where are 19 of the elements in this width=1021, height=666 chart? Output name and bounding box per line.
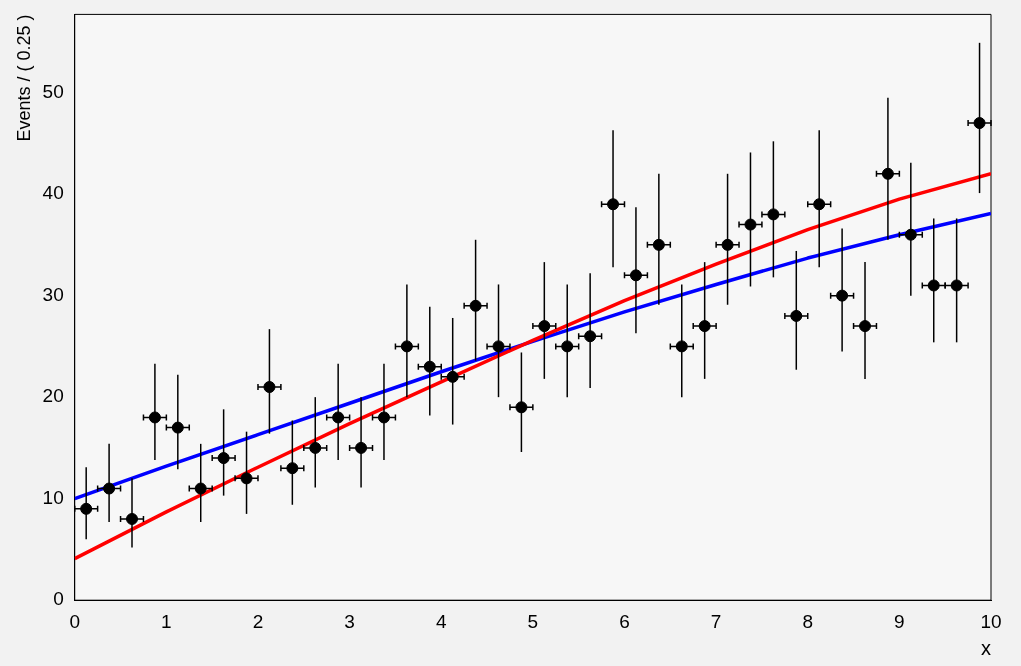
y-tick-label: 20 (42, 385, 64, 407)
x-tick-label: 2 (252, 610, 264, 632)
x-tick-label: 8 (802, 610, 814, 632)
y-tick-label: 30 (42, 283, 64, 305)
y-axis-title: Events / ( 0.25 ) (13, 14, 34, 142)
x-tick-label: 0 (69, 610, 81, 632)
y-tick-label: 0 (53, 588, 64, 610)
x-tick-label: 7 (710, 610, 722, 632)
x-tick-label: 5 (527, 610, 539, 632)
x-tick-label: 4 (435, 610, 447, 632)
x-tick-label: 6 (619, 610, 630, 632)
x-axis-title: x (981, 636, 991, 659)
y-tick-label: 10 (42, 486, 64, 508)
x-tick-label: 10 (980, 610, 1002, 632)
x-tick-label: 1 (161, 610, 172, 632)
y-tick-label: 40 (42, 182, 64, 204)
x-tick-label: 9 (894, 610, 905, 632)
y-tick-label: 50 (42, 80, 64, 102)
x-tick-label: 3 (344, 610, 355, 632)
